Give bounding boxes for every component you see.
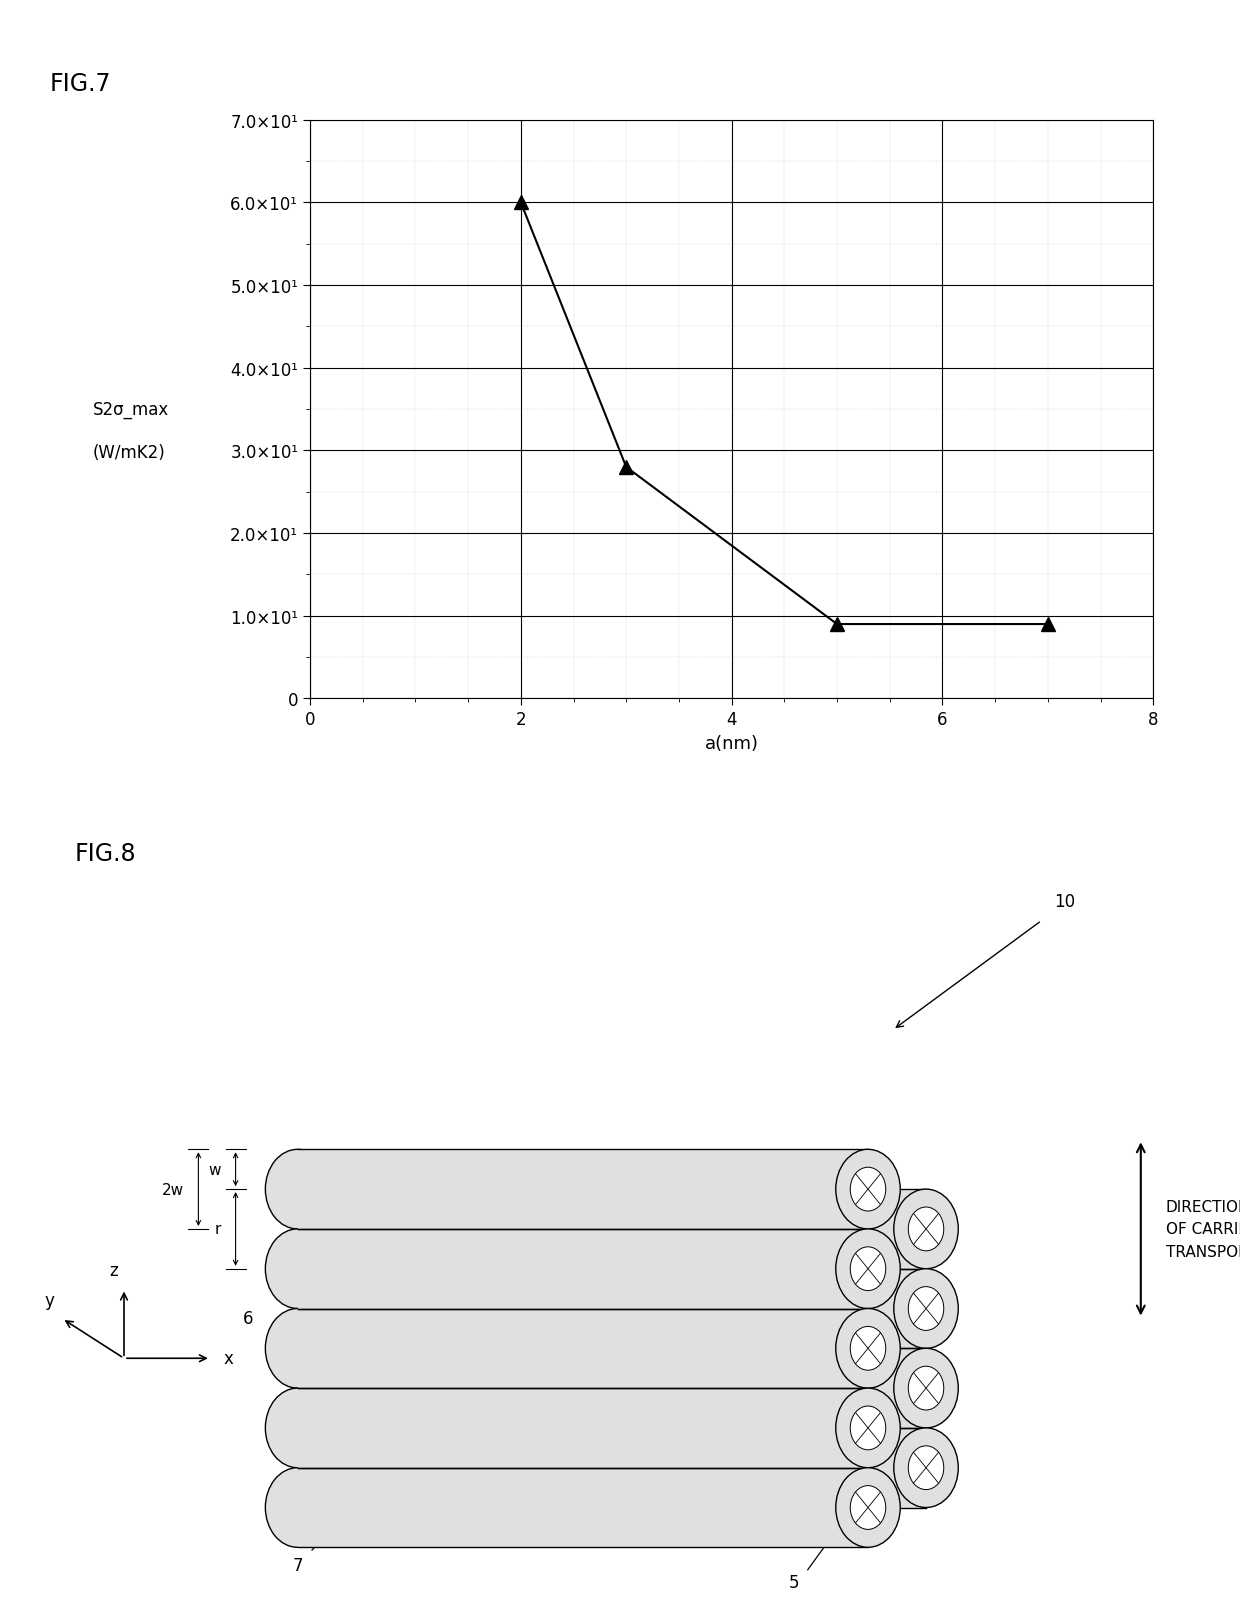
Ellipse shape bbox=[265, 1308, 330, 1388]
Text: DIRECTION
OF CARRIER
TRANSPORT: DIRECTION OF CARRIER TRANSPORT bbox=[1166, 1199, 1240, 1258]
Ellipse shape bbox=[352, 1270, 417, 1348]
Ellipse shape bbox=[836, 1388, 900, 1467]
Ellipse shape bbox=[851, 1406, 885, 1450]
Ellipse shape bbox=[851, 1247, 885, 1290]
Bar bbox=[298, 1388, 868, 1467]
Ellipse shape bbox=[352, 1348, 417, 1429]
Text: r: r bbox=[215, 1221, 221, 1237]
Ellipse shape bbox=[908, 1446, 944, 1490]
Ellipse shape bbox=[908, 1287, 944, 1331]
Bar bbox=[298, 1467, 868, 1548]
Ellipse shape bbox=[908, 1207, 944, 1250]
Ellipse shape bbox=[836, 1149, 900, 1229]
Text: z: z bbox=[109, 1261, 119, 1279]
Ellipse shape bbox=[836, 1229, 900, 1308]
Ellipse shape bbox=[265, 1149, 330, 1229]
Ellipse shape bbox=[851, 1486, 885, 1530]
Text: y: y bbox=[45, 1290, 55, 1308]
Ellipse shape bbox=[836, 1467, 900, 1548]
Bar bbox=[384, 1429, 926, 1507]
Text: S2σ_max: S2σ_max bbox=[93, 400, 169, 419]
X-axis label: a(nm): a(nm) bbox=[704, 734, 759, 752]
Text: 6: 6 bbox=[243, 1310, 253, 1327]
Ellipse shape bbox=[265, 1229, 330, 1308]
Text: 10: 10 bbox=[1054, 892, 1075, 910]
Ellipse shape bbox=[265, 1388, 330, 1467]
Bar bbox=[298, 1229, 868, 1308]
Text: 2w: 2w bbox=[161, 1181, 184, 1197]
Bar bbox=[298, 1149, 868, 1229]
Text: FIG.7: FIG.7 bbox=[50, 72, 112, 96]
Bar bbox=[384, 1270, 926, 1348]
Ellipse shape bbox=[894, 1270, 959, 1348]
Ellipse shape bbox=[836, 1308, 900, 1388]
Ellipse shape bbox=[894, 1189, 959, 1270]
Ellipse shape bbox=[851, 1327, 885, 1371]
Bar bbox=[384, 1348, 926, 1429]
Ellipse shape bbox=[352, 1429, 417, 1507]
Ellipse shape bbox=[265, 1467, 330, 1548]
Bar bbox=[384, 1189, 926, 1270]
Text: 5: 5 bbox=[789, 1573, 799, 1591]
Ellipse shape bbox=[908, 1366, 944, 1409]
Ellipse shape bbox=[894, 1429, 959, 1507]
Text: FIG.8: FIG.8 bbox=[74, 842, 136, 865]
Text: (W/mK2): (W/mK2) bbox=[93, 444, 166, 463]
Text: w: w bbox=[208, 1162, 221, 1176]
Bar bbox=[298, 1308, 868, 1388]
Ellipse shape bbox=[894, 1348, 959, 1429]
Text: 7: 7 bbox=[293, 1556, 303, 1575]
Text: x: x bbox=[223, 1350, 233, 1368]
Ellipse shape bbox=[851, 1168, 885, 1212]
Ellipse shape bbox=[352, 1189, 417, 1270]
